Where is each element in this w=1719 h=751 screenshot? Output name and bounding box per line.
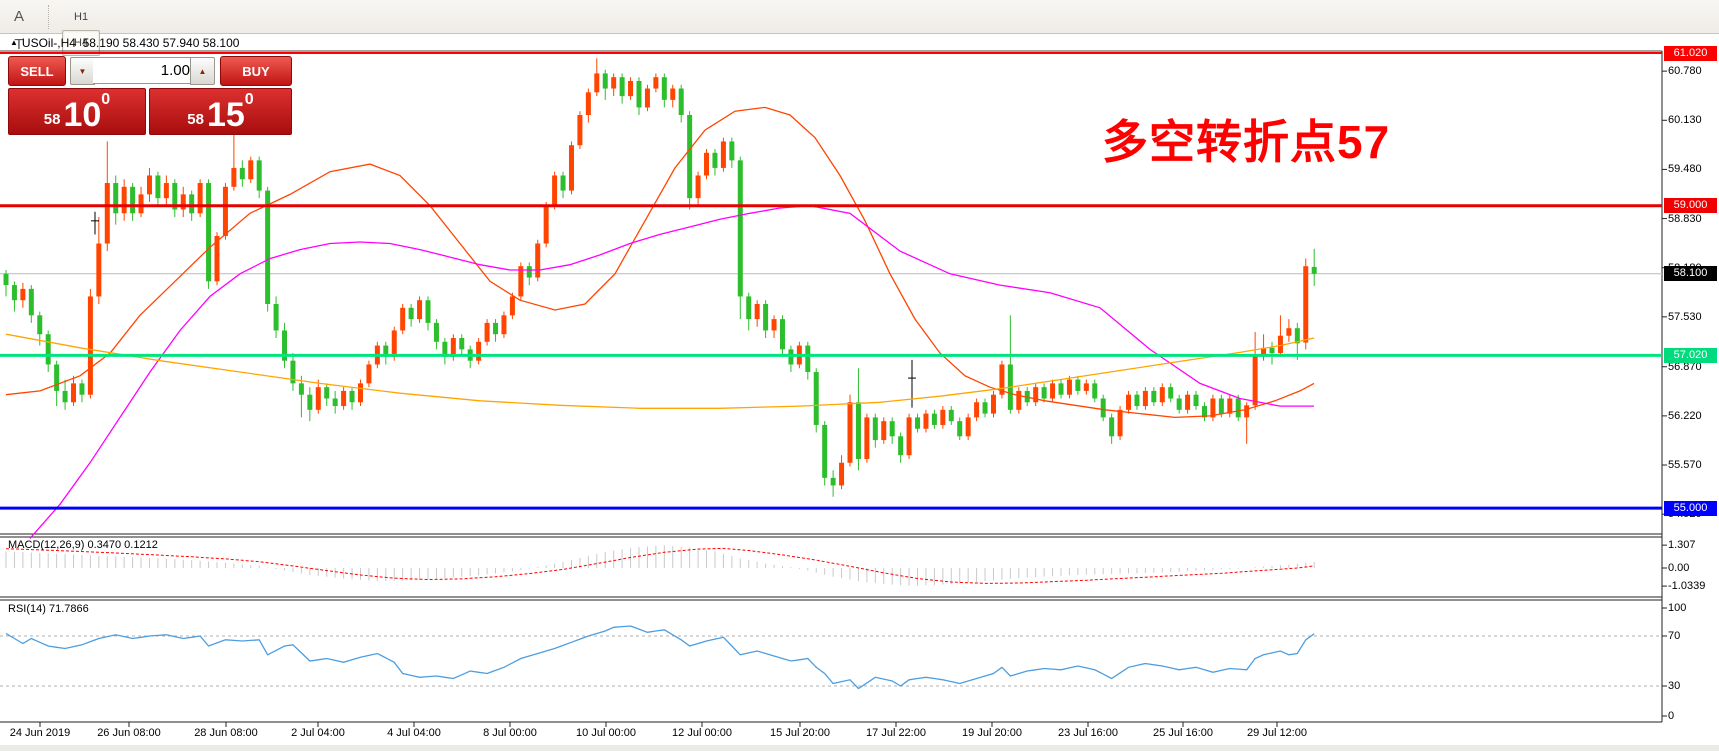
- macd-axis-label: -1.0339: [1668, 580, 1706, 593]
- price-tick-label: 58.830: [1668, 212, 1702, 225]
- buy-price-small: 58: [187, 111, 204, 128]
- price-tick-label: 56.870: [1668, 360, 1702, 373]
- toolbar-separator: [48, 4, 54, 29]
- price-tick-label: 60.780: [1668, 65, 1702, 78]
- price-tick-label: 60.130: [1668, 114, 1702, 127]
- date-label: 28 Jun 08:00: [194, 727, 258, 739]
- price-badge-61.020: 61.020: [1664, 45, 1717, 61]
- text-box-tool-icon[interactable]: T: [14, 36, 24, 53]
- date-label: 17 Jul 22:00: [866, 727, 926, 739]
- price-badge-57.020: 57.020: [1664, 347, 1717, 363]
- date-label: 12 Jul 00:00: [672, 727, 732, 739]
- chart-annotation-text: 多空转折点57: [1102, 116, 1391, 168]
- macd-label: MACD(12,26,9) 0.3470 0.1212: [8, 539, 158, 551]
- price-badge-58.100: 58.100: [1664, 266, 1717, 282]
- text-label-tool-icon[interactable]: A: [13, 8, 24, 25]
- price-badge-55.000: 55.000: [1664, 500, 1717, 516]
- date-label: 25 Jul 16:00: [1153, 727, 1213, 739]
- date-label: 10 Jul 00:00: [576, 727, 636, 739]
- fibonacci-grid-tool-icon[interactable]: ▦F: [4, 0, 34, 3]
- macd-axis-label: 1.307: [1668, 539, 1696, 552]
- date-label: 4 Jul 04:00: [387, 727, 441, 739]
- buy-price-big: 15: [206, 96, 245, 134]
- price-tick-label: 59.480: [1668, 163, 1702, 176]
- date-label: 29 Jul 12:00: [1247, 727, 1307, 739]
- symbol-label: USOil-,H4: [21, 36, 76, 50]
- date-label: 19 Jul 20:00: [962, 727, 1022, 739]
- price-tick-label: 57.530: [1668, 310, 1702, 323]
- one-click-trade-panel: SELL ▼ 1.00 ▲ BUY 58 10 0 58 15 0: [8, 56, 292, 135]
- rsi-axis-label: 100: [1668, 602, 1687, 614]
- rsi-axis-label: 30: [1668, 680, 1681, 692]
- price-badge-59.000: 59.000: [1664, 198, 1717, 214]
- date-label: 24 Jun 2019: [9, 727, 71, 739]
- ohlc-low: 57.940: [162, 36, 200, 50]
- toolbar: ✎E▦FAT◆▾ M1M5M15M30H1H4D1W1MN: [0, 0, 1719, 127]
- date-label: 15 Jul 20:00: [770, 727, 830, 739]
- volume-increase-button[interactable]: ▲: [190, 57, 215, 85]
- rsi-axis-label: 70: [1668, 630, 1681, 642]
- collapse-arrow-icon[interactable]: ▲: [10, 38, 18, 47]
- sell-price-sup: 0: [101, 91, 111, 108]
- ohlc-high: 58.430: [122, 36, 160, 50]
- date-label: 26 Jun 08:00: [97, 727, 161, 739]
- macd-axis-label: 0.00: [1668, 562, 1690, 574]
- buy-button[interactable]: BUY: [220, 56, 292, 86]
- ohlc-open: 58.190: [82, 36, 120, 50]
- sell-price-small: 58: [43, 111, 61, 128]
- buy-price-sup: 0: [244, 91, 254, 108]
- buy-price-tile[interactable]: 58 15 0: [149, 88, 292, 135]
- price-tick-label: 55.570: [1668, 459, 1702, 472]
- price-tick-label: 56.220: [1668, 409, 1702, 422]
- date-label: 23 Jul 16:00: [1058, 727, 1118, 739]
- date-label: 8 Jul 00:00: [483, 727, 537, 739]
- sell-button[interactable]: SELL: [8, 56, 66, 86]
- rsi-label: RSI(14) 71.7866: [8, 603, 89, 615]
- date-label: 2 Jul 04:00: [291, 727, 345, 739]
- rsi-axis-label: 0: [1668, 710, 1675, 722]
- ohlc-close: 58.100: [202, 36, 240, 50]
- sell-price-tile[interactable]: 58 10 0: [8, 88, 146, 135]
- volume-decrease-button[interactable]: ▼: [70, 57, 95, 85]
- window-bottom-edge: [0, 745, 1719, 751]
- sell-price-big: 10: [63, 96, 102, 134]
- chart-header: ▲ USOil-,H4 58.190 58.430 57.940 58.100: [10, 36, 239, 50]
- timeframe-button-h1[interactable]: H1: [74, 10, 89, 23]
- volume-input[interactable]: 1.00: [93, 57, 196, 84]
